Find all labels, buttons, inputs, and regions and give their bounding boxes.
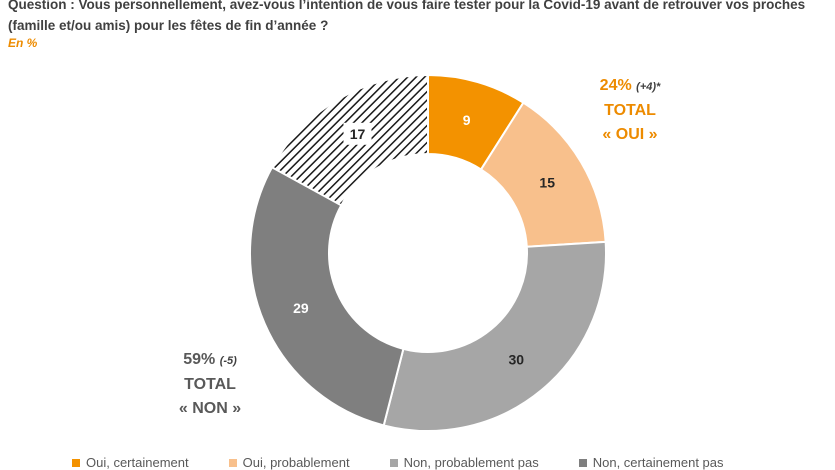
- data-label-slice-3: 30: [508, 352, 524, 368]
- legend-swatch: [228, 458, 237, 467]
- data-label-slice-1: 9: [463, 112, 471, 128]
- total-oui-value: 24%: [599, 77, 632, 94]
- donut-slice-3: [382, 240, 607, 432]
- total-oui-line2: « OUI »: [602, 126, 658, 143]
- legend-swatch: [389, 458, 398, 467]
- total-non-line2: « NON »: [178, 400, 242, 417]
- legend-item-non-probablement-pas: Non, probablement pas: [389, 455, 539, 470]
- legend-swatch: [72, 458, 80, 467]
- legend-swatch: [578, 458, 587, 467]
- legend-item-non-certainement-pas: Non, certainement pas: [578, 455, 724, 470]
- total-oui-line1: TOTAL: [604, 102, 656, 119]
- data-label-background: [343, 122, 372, 145]
- legend-label: Non, certainement pas: [592, 455, 724, 470]
- data-label-slice-4: 29: [293, 300, 309, 316]
- data-label-slice-5: 17: [350, 126, 366, 142]
- data-label-slice-2: 15: [539, 174, 555, 190]
- total-non-delta: (-5): [219, 355, 237, 367]
- total-oui-delta: (+4)*: [636, 81, 661, 93]
- legend: Oui, certainement Oui, probablement Non,…: [72, 455, 832, 470]
- donut-slice-4: [249, 165, 405, 427]
- total-non-line1: TOTAL: [184, 376, 236, 393]
- legend-label: Non, probablement pas: [403, 455, 539, 470]
- total-non-annotation: 59% (-5) TOTAL « NON »: [140, 348, 280, 421]
- unit-label: En %: [8, 36, 38, 50]
- total-oui-annotation: 24% (+4)* TOTAL « OUI »: [560, 74, 700, 147]
- question-text: Question : Vous personnellement, avez-vo…: [8, 0, 806, 33]
- legend-label: Oui, certainement: [86, 455, 189, 470]
- legend-item-oui-certainement: Oui, certainement: [72, 455, 189, 470]
- total-non-value: 59%: [183, 351, 216, 368]
- legend-label: Oui, probablement: [242, 455, 350, 470]
- legend-item-oui-probablement: Oui, probablement: [228, 455, 350, 470]
